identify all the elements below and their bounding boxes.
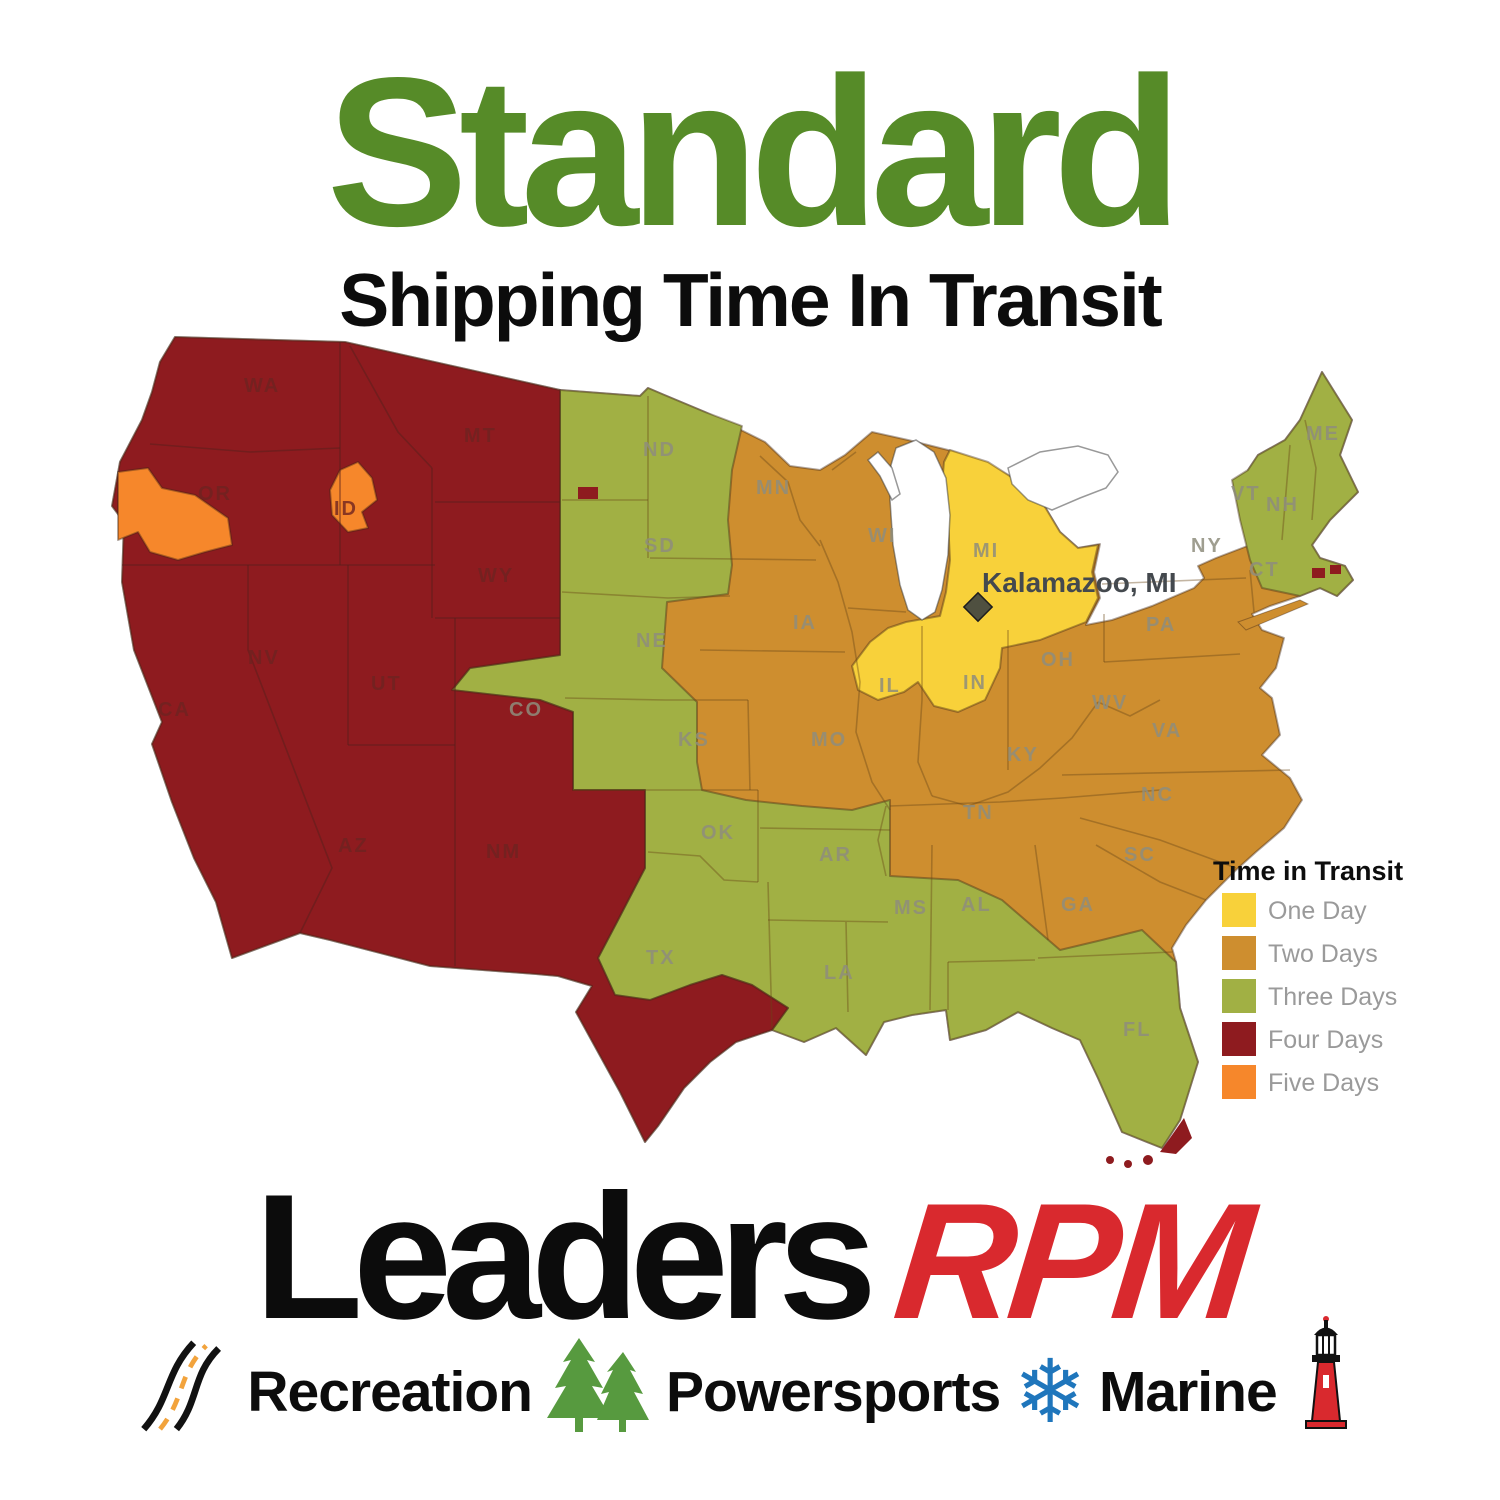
state-label-mi: MI — [973, 540, 999, 562]
legend-swatch-two-days — [1222, 936, 1256, 970]
road-icon — [138, 1337, 234, 1447]
legend-label-four-days: Four Days — [1268, 1026, 1383, 1054]
tagline-recreation: Recreation — [247, 1360, 533, 1424]
state-label-nd: ND — [643, 439, 676, 461]
ma-island — [1312, 568, 1325, 578]
state-label-fl: FL — [1123, 1019, 1151, 1041]
zone-one-day — [851, 449, 1099, 713]
brand-logo: Leaders RPM — [0, 1157, 1500, 1356]
brand-tagline: Recreation Powersports ❄ Marine — [0, 1316, 1500, 1448]
state-label-pa: PA — [1146, 614, 1176, 636]
state-label-wy: WY — [478, 565, 514, 587]
state-label-in: IN — [963, 672, 987, 694]
legend-label-one-day: One Day — [1268, 897, 1367, 925]
state-label-ut: UT — [371, 673, 402, 695]
long-island — [1237, 599, 1310, 631]
state-label-nv: NV — [248, 647, 280, 669]
tagline-marine: Marine — [1098, 1360, 1278, 1424]
state-label-ny: NY — [1191, 535, 1223, 557]
state-label-ca: CA — [158, 699, 191, 721]
florida-keys — [1143, 1155, 1153, 1165]
state-label-tx: TX — [646, 947, 676, 969]
legend-swatch-five-days — [1222, 1065, 1256, 1099]
state-label-co: CO — [509, 699, 543, 721]
florida-keys — [1106, 1156, 1114, 1164]
state-label-va: VA — [1152, 720, 1182, 742]
state-label-ky: KY — [1007, 744, 1039, 766]
legend: Time in Transit One Day Two Days Three D… — [1213, 856, 1403, 1099]
state-label-nc: NC — [1141, 784, 1174, 806]
state-label-mn: MN — [756, 477, 791, 499]
florida-keys — [1160, 1118, 1192, 1154]
legend-label-three-days: Three Days — [1268, 983, 1397, 1011]
zone-five-days-idaho — [329, 461, 378, 533]
state-label-wa: WA — [244, 375, 280, 397]
lake-huron-straits — [1007, 445, 1119, 511]
brand-name: Leaders — [254, 1157, 877, 1356]
lake-michigan — [889, 439, 951, 621]
brand-suffix: RPM — [887, 1169, 1256, 1353]
state-label-ga: GA — [1061, 894, 1095, 916]
state-label-ct: CT — [1249, 559, 1280, 581]
state-label-sd: SD — [644, 535, 676, 557]
state-label-ks: KS — [678, 729, 710, 751]
state-label-nm: NM — [486, 841, 521, 863]
state-label-mo: MO — [811, 729, 847, 751]
state-label-wv: WV — [1092, 692, 1128, 714]
state-label-ar: AR — [819, 844, 852, 866]
state-label-il: IL — [879, 675, 901, 697]
legend-swatch-three-days — [1222, 979, 1256, 1013]
florida-keys — [1124, 1160, 1132, 1168]
zone-three-days-newengland — [1231, 371, 1359, 597]
state-label-id: ID — [334, 498, 358, 520]
legend-title: Time in Transit — [1213, 856, 1403, 886]
snowflake-icon: ❄ — [1013, 1340, 1087, 1444]
state-label-me: ME — [1306, 423, 1340, 445]
state-labels: WA MT OR ID WY NV UT CA AZ NM CO ND SD N… — [158, 375, 1340, 1041]
state-label-nh: NH — [1266, 494, 1299, 516]
state-label-wi: WI — [868, 525, 896, 547]
state-label-ok: OK — [701, 822, 735, 844]
state-label-oh: OH — [1041, 649, 1075, 671]
state-borders — [122, 342, 1317, 1029]
page-subtitle: Shipping Time In Transit — [339, 258, 1163, 342]
page-title: Standard — [326, 33, 1183, 270]
state-label-al: AL — [961, 894, 992, 916]
origin-marker-diamond — [962, 591, 994, 623]
state-label-az: AZ — [338, 835, 369, 857]
state-label-ms: MS — [894, 897, 928, 919]
legend-label-five-days: Five Days — [1268, 1069, 1379, 1097]
origin-label: Kalamazoo, MI — [982, 567, 1176, 598]
green-bay — [866, 450, 901, 502]
tagline-powersports: Powersports — [665, 1360, 1001, 1424]
pine-trees-icon — [545, 1336, 653, 1448]
state-label-mt: MT — [464, 425, 497, 447]
zone-four-days-patch — [578, 487, 598, 499]
state-label-tn: TN — [963, 802, 994, 824]
legend-label-two-days: Two Days — [1268, 940, 1378, 968]
state-label-ia: IA — [793, 612, 817, 634]
legend-swatch-four-days — [1222, 1022, 1256, 1056]
state-label-sc: SC — [1124, 844, 1156, 866]
lighthouse-icon — [1290, 1315, 1362, 1447]
state-label-la: LA — [824, 962, 855, 984]
legend-swatch-one-day — [1222, 893, 1256, 927]
state-label-or: OR — [198, 483, 232, 505]
zone-four-days — [111, 336, 789, 1143]
zone-five-days-oregon — [117, 467, 233, 561]
state-label-ne: NE — [636, 630, 668, 652]
state-label-vt: VT — [1231, 483, 1261, 505]
ma-island — [1330, 565, 1341, 574]
